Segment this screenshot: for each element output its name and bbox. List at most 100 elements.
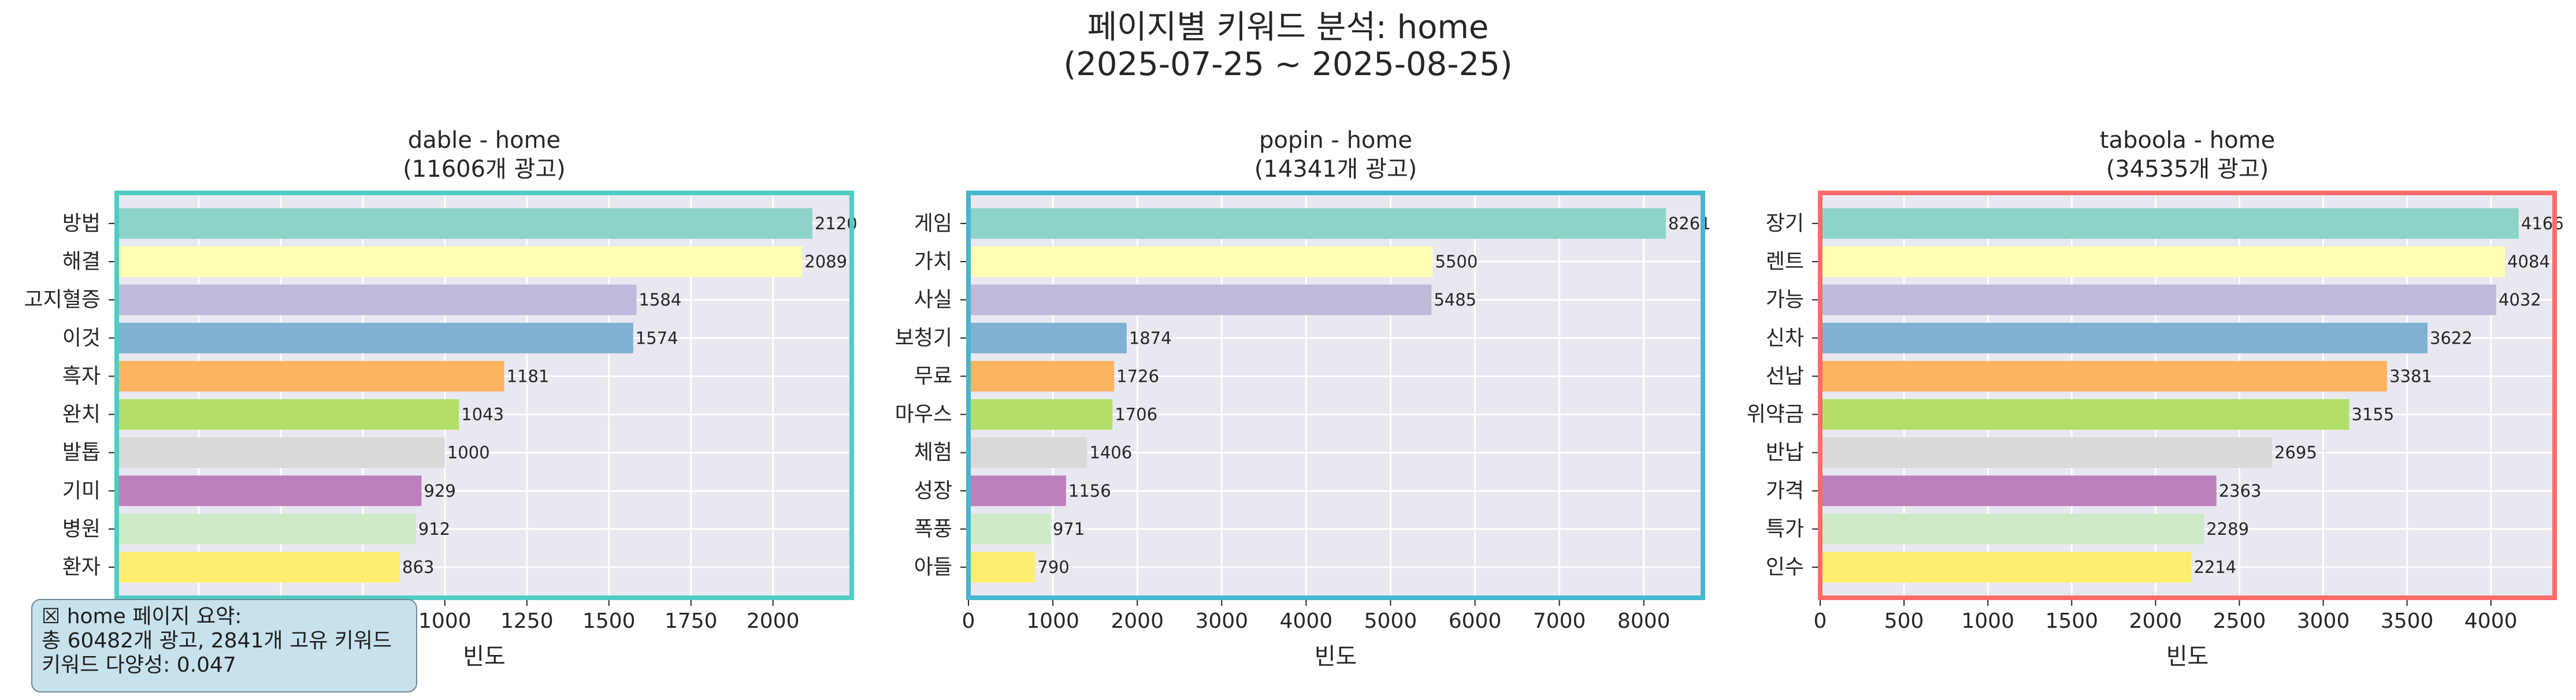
y-tick-label: 발톱	[62, 441, 101, 464]
bar	[1820, 475, 2217, 507]
x-tick-label: 3500	[2381, 609, 2434, 633]
panel-border	[114, 191, 854, 600]
x-tick-label: 1750	[665, 609, 718, 633]
bar-value-label: 790	[1037, 557, 1069, 577]
summary-line1: ☒ home 페이지 요약:	[42, 605, 242, 628]
bar	[1820, 552, 2192, 583]
bar-value-label: 2363	[2219, 481, 2262, 501]
figure-title-line2: (2025-07-25 ~ 2025-08-25)	[1063, 46, 1513, 84]
bar	[1820, 246, 2506, 277]
summary-box: ☒ home 페이지 요약: 총 60482개 광고, 2841개 고유 키워드…	[31, 599, 417, 692]
summary-line2: 총 60482개 광고, 2841개 고유 키워드	[42, 629, 392, 653]
x-tick-label: 0	[962, 609, 975, 633]
bar	[117, 208, 812, 239]
y-tick-label: 렌트	[1766, 250, 1804, 274]
bar-value-label: 1181	[507, 366, 550, 386]
x-tick-label: 5000	[1364, 609, 1417, 633]
subplot-title-line2: (14341개 광고)	[1254, 156, 1417, 183]
bar-value-label: 863	[402, 557, 434, 577]
x-tick-label: 4000	[1280, 609, 1333, 633]
bar	[968, 284, 1432, 315]
bar-value-label: 1726	[1116, 366, 1159, 386]
y-tick-label: 고지혈증	[24, 288, 101, 312]
bar-value-label: 1706	[1115, 405, 1157, 425]
bar-value-label: 3381	[2389, 366, 2432, 386]
bar	[968, 322, 1127, 353]
bar-value-label: 3155	[2352, 405, 2395, 425]
y-tick-label: 무료	[914, 364, 952, 388]
bar	[117, 322, 633, 353]
bar-value-label: 3622	[2430, 328, 2473, 348]
x-tick-label: 500	[1884, 609, 1924, 633]
x-tick-label: 2000	[2129, 609, 2182, 633]
subplot-title-line2: (34535개 광고)	[2106, 156, 2269, 183]
bar	[117, 399, 459, 430]
bar-value-label: 2695	[2274, 443, 2317, 463]
bar	[1820, 399, 2349, 430]
bar-value-label: 4166	[2521, 214, 2564, 233]
subplot-title-line1: popin - home	[1259, 127, 1412, 154]
y-tick-label: 아들	[914, 556, 952, 579]
bar	[117, 360, 504, 392]
bar	[968, 246, 1433, 277]
panel-border	[1818, 191, 2557, 600]
figure-title-line1: 페이지별 키워드 분석: home	[1087, 9, 1489, 46]
bar	[1820, 322, 2428, 353]
y-tick-label: 보청기	[895, 326, 952, 350]
x-tick-label: 3000	[1195, 609, 1248, 633]
x-axis-label: 빈도	[2166, 643, 2209, 670]
y-tick-label: 반납	[1766, 441, 1804, 464]
x-tick-label: 1000	[1961, 609, 2014, 633]
bar-value-label: 1874	[1129, 328, 1172, 348]
bar	[968, 208, 1666, 239]
chart-panel: 2120방법2089해결1584고지혈증1574이것1181흑자1043완치10…	[24, 127, 858, 670]
bar	[968, 513, 1051, 545]
y-tick-label: 이것	[62, 326, 101, 350]
bar-value-label: 1574	[636, 328, 678, 348]
x-tick-label: 3000	[2297, 609, 2350, 633]
y-tick-label: 해결	[62, 250, 101, 274]
subplot-title-line1: taboola - home	[2100, 127, 2275, 154]
y-tick-label: 폭풍	[914, 517, 952, 541]
bar-value-label: 929	[424, 481, 456, 501]
bar	[1820, 513, 2204, 545]
x-tick-label: 7000	[1533, 609, 1586, 633]
y-tick-label: 마우스	[895, 403, 952, 426]
bar	[968, 360, 1115, 392]
bar-value-label: 1156	[1068, 481, 1111, 501]
y-tick-label: 체험	[914, 441, 952, 464]
bar-value-label: 5485	[1434, 290, 1476, 310]
bar-value-label: 1406	[1089, 443, 1132, 463]
bar-value-label: 971	[1053, 519, 1085, 539]
bar-value-label: 2289	[2206, 519, 2249, 539]
x-tick-label: 0	[1814, 609, 1827, 633]
y-tick-label: 사실	[914, 288, 952, 312]
x-tick-label: 1000	[418, 609, 472, 633]
bar-value-label: 1584	[639, 290, 681, 310]
x-tick-label: 1000	[1026, 609, 1079, 633]
panel-border	[966, 191, 1705, 600]
y-tick-label: 가능	[1766, 288, 1804, 312]
bar-value-label: 2214	[2193, 557, 2236, 577]
subplot-title-line2: (11606개 광고)	[403, 156, 566, 183]
bar	[968, 399, 1113, 430]
bar	[1820, 284, 2497, 315]
x-tick-label: 8000	[1617, 609, 1671, 633]
bar	[117, 437, 445, 468]
bar-value-label: 912	[418, 519, 450, 539]
bar-value-label: 1000	[447, 443, 490, 463]
x-tick-label: 6000	[1449, 609, 1502, 633]
x-tick-label: 2000	[747, 609, 800, 633]
x-tick-label: 1250	[500, 609, 554, 633]
bar	[117, 246, 803, 277]
bar-value-label: 4084	[2507, 252, 2550, 271]
y-tick-label: 완치	[62, 403, 101, 426]
x-tick-label: 4000	[2464, 609, 2518, 633]
subplot-title-line1: dable - home	[408, 127, 561, 154]
y-tick-label: 가격	[1766, 479, 1804, 502]
bar	[968, 437, 1087, 468]
summary-line3: 키워드 다양성: 0.047	[42, 653, 236, 677]
chart-panel: 8261게임5500가치5485사실1874보청기1726무료1706마우스14…	[895, 127, 1711, 670]
